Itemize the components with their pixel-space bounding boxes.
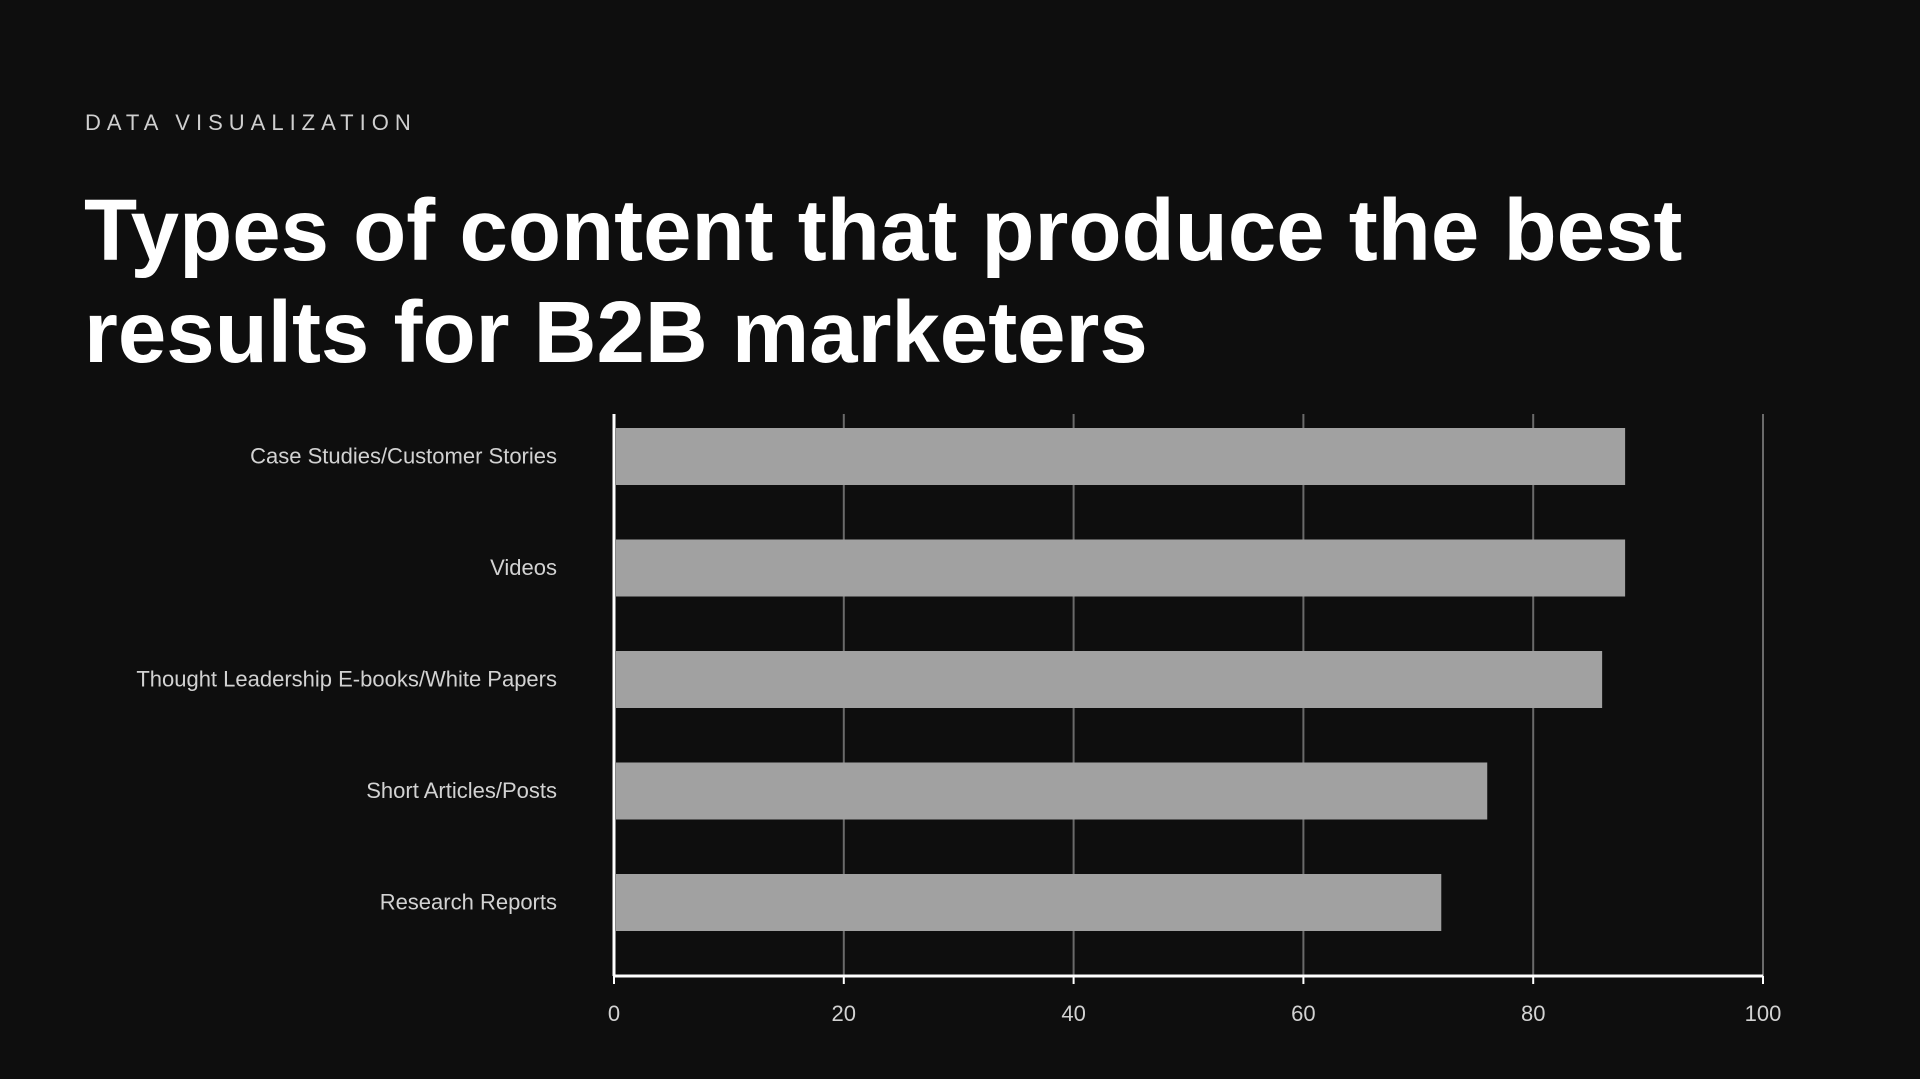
axes: [612, 414, 1764, 984]
chart-title: Types of content that produce the best r…: [84, 182, 1683, 381]
category-label: Case Studies/Customer Stories: [250, 444, 557, 469]
tick-labels: 0 20 40 60 80 100: [608, 1001, 1781, 1026]
category-labels: Case Studies/Customer Stories Videos Thoug…: [136, 444, 557, 915]
bar: [616, 539, 1626, 597]
x-tick-label: 20: [832, 1001, 856, 1026]
x-tick-label: 60: [1291, 1001, 1315, 1026]
category-label: Thought Leadership E-books/White Papers: [136, 667, 557, 692]
x-tick-label: 100: [1745, 1001, 1782, 1026]
bars: [616, 428, 1626, 931]
bar: [616, 874, 1442, 931]
bar: [616, 428, 1626, 485]
bar: [616, 651, 1603, 708]
section-eyebrow: DATA VISUALIZATION: [85, 110, 417, 135]
category-label: Videos: [490, 555, 557, 580]
category-label: Research Reports: [380, 890, 557, 915]
x-tick-label: 80: [1521, 1001, 1545, 1026]
category-label: Short Articles/Posts: [366, 778, 557, 803]
x-tick-label: 0: [608, 1001, 620, 1026]
x-tick-label: 40: [1061, 1001, 1085, 1026]
bar: [616, 762, 1488, 820]
